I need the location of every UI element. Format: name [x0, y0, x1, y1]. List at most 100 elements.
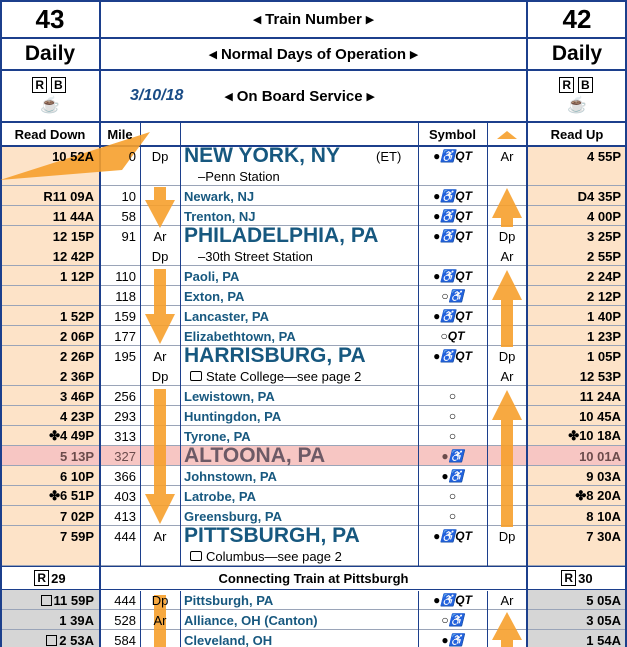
service-icon: ☕: [40, 97, 60, 114]
read-up-time: 2 12P: [587, 288, 621, 304]
station: Pittsburgh, PA: [184, 592, 274, 608]
rule: [0, 629, 627, 630]
read-down-time: 2 06P: [60, 328, 94, 344]
rule: [0, 345, 627, 346]
rule: [526, 0, 528, 647]
rule: [0, 0, 2, 647]
rule: [527, 226, 627, 266]
mile: 195: [114, 348, 136, 364]
arrive-depart: Dp: [498, 528, 516, 544]
read-down-time: 11 44A: [52, 208, 94, 224]
rule: [0, 0, 627, 2]
rule: [0, 145, 627, 147]
arrive-depart: Ar: [153, 612, 167, 628]
service-label: ◂ On Board Service ▸: [225, 88, 375, 105]
arrive-depart: Ar: [153, 228, 167, 244]
station: Newark, NJ: [184, 188, 255, 204]
arrive-depart: Ar: [500, 368, 514, 384]
rule: [418, 591, 419, 647]
symbols: ○♿: [441, 613, 464, 627]
rule: [527, 590, 627, 610]
read-down-time: 1 12P: [60, 268, 94, 284]
station: Exton, PA: [184, 288, 245, 304]
read-down-time: 12 15P: [52, 228, 94, 244]
rule: [527, 630, 627, 647]
arrive-depart: Dp: [151, 368, 169, 384]
symbols: ○: [448, 409, 457, 423]
rule: [527, 186, 627, 206]
service-icons: R B ☕: [25, 72, 75, 120]
arrive-depart: Dp: [498, 228, 516, 244]
station: Elizabethtown, PA: [184, 328, 296, 344]
days-label: ◂ Normal Days of Operation ▸: [209, 46, 418, 63]
bus-icon: [46, 634, 58, 646]
read-up-time: 12 53P: [579, 368, 621, 384]
symbols: ●♿QT: [433, 189, 472, 203]
station: Trenton, NJ: [184, 208, 256, 224]
rule: [99, 0, 101, 647]
service-icons: R B ☕: [552, 72, 602, 120]
read-down-time: 11 59P: [0, 590, 100, 610]
symbols: ●♿QT: [433, 149, 472, 163]
mile: 293: [114, 408, 136, 424]
rule: [0, 37, 627, 39]
mile: 0: [128, 148, 136, 164]
rule: [0, 205, 627, 206]
mile: 313: [114, 428, 136, 444]
arrive-depart: Dp: [151, 248, 169, 264]
rule: [0, 590, 100, 610]
read-up-time: 7 30A: [586, 528, 621, 544]
rule: [0, 526, 100, 566]
rule: [0, 565, 627, 566]
symbols: ●♿QT: [433, 529, 472, 543]
time-zone: (ET): [376, 148, 402, 164]
station: ALTOONA, PA: [184, 444, 326, 467]
rule: [527, 486, 627, 506]
station: HARRISBURG, PA: [184, 344, 366, 367]
connecting-train-number: R 29: [0, 566, 100, 590]
mile: 366: [114, 468, 136, 484]
bus-icon: [190, 371, 202, 381]
rule: [0, 325, 627, 326]
rule: [527, 286, 627, 306]
read-up-time: ✤10 18A: [568, 428, 621, 443]
read-down-time: R11 09A: [43, 188, 94, 204]
read-up-time: 10 45A: [579, 408, 621, 424]
rule: [0, 69, 627, 71]
read-up-time: 1 54A: [586, 632, 621, 647]
station: Lancaster, PA: [184, 308, 270, 324]
symbols: ●♿QT: [433, 593, 472, 607]
station: Latrobe, PA: [184, 488, 256, 504]
read-down-time: 6 10P: [60, 468, 94, 484]
station: Johnstown, PA: [184, 468, 277, 484]
rule: [527, 526, 627, 566]
station: Lewistown, PA: [184, 388, 275, 404]
symbol-header: Symbol: [429, 126, 476, 142]
symbols: ●♿QT: [433, 209, 472, 223]
read-up-header: Read Up: [550, 126, 604, 142]
rule: [0, 185, 627, 186]
station: NEW YORK, NY: [184, 144, 340, 167]
rule: [0, 525, 627, 526]
read-up-time: 8 10A: [586, 508, 621, 524]
rule: [140, 122, 141, 567]
mile: 327: [114, 448, 136, 464]
rule: [140, 591, 141, 647]
read-up-time: 1 40P: [587, 308, 621, 324]
symbols: ○: [448, 389, 457, 403]
symbols: ●♿: [441, 449, 464, 463]
station: PHILADELPHIA, PA: [184, 224, 379, 247]
rule: [0, 465, 627, 466]
rule: [0, 226, 100, 266]
station-note: Columbus—see page 2: [190, 546, 408, 566]
train-number-label: ◂ Train Number ▸: [253, 11, 374, 28]
mile-header: Mile: [107, 126, 133, 142]
rule: [0, 610, 100, 630]
rule: [0, 186, 100, 206]
read-up-time: 3 05A: [586, 612, 621, 628]
rule: [0, 286, 100, 306]
read-down-time: 7 59P: [60, 528, 94, 544]
rule: [527, 266, 627, 286]
symbols: ●♿: [441, 633, 464, 647]
